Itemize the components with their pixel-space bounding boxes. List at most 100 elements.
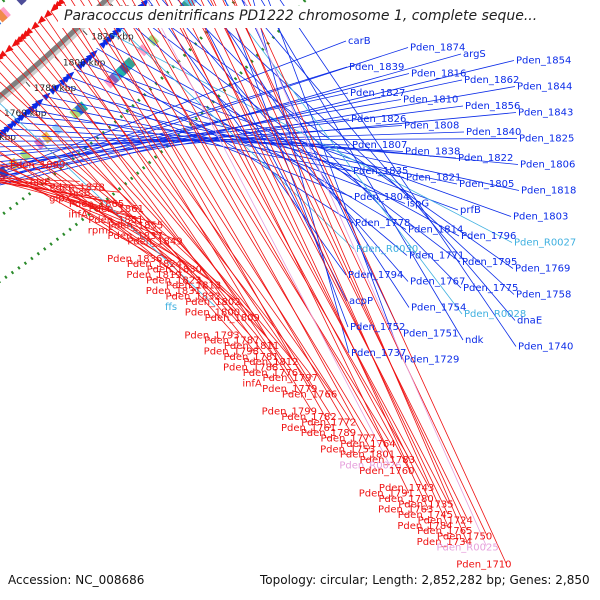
gene-label: Pden_R0025 bbox=[436, 542, 498, 553]
gene-label: Pden_1806 bbox=[520, 160, 575, 171]
leader-line bbox=[200, 0, 449, 515]
gene-label: Pden_1813 bbox=[166, 281, 221, 292]
gene-label: rpmF bbox=[88, 226, 114, 237]
gene-label: Pden_1764 bbox=[340, 439, 395, 450]
leader-line bbox=[243, 0, 487, 547]
gene-label: Pden_1794 bbox=[348, 270, 403, 281]
gene-label: Pden_1862 bbox=[464, 75, 519, 86]
forward-gene-arrow bbox=[48, 86, 58, 95]
gene-label: Pden_1778 bbox=[355, 218, 410, 229]
gene-label: Pden_R0026 bbox=[339, 460, 401, 471]
leader-line bbox=[0, 180, 120, 193]
leader-line bbox=[97, 0, 352, 433]
forward-gene-arrow bbox=[75, 62, 85, 71]
gene-label: Pden_1780 bbox=[378, 494, 433, 505]
gene-label: Pden_1837 bbox=[108, 231, 163, 242]
leader-line bbox=[21, 37, 294, 362]
gene-label: Pden_1801 bbox=[340, 450, 395, 461]
gene-label: Pden_1827 bbox=[350, 88, 405, 99]
gene-label: Pden_1799 bbox=[262, 407, 317, 418]
leader-line bbox=[0, 129, 196, 291]
gene-label: Pden_1771 bbox=[409, 251, 464, 262]
gene-label: Pden_1816 bbox=[411, 69, 466, 80]
leader-line bbox=[0, 72, 235, 335]
gene-label: Pden_1769 bbox=[515, 264, 570, 275]
genome-summary: Topology: circular; Length: 2,852,282 bp… bbox=[260, 573, 590, 587]
gene-label: ispG bbox=[407, 199, 429, 210]
label-leader-lines bbox=[0, 0, 520, 564]
gene-label: Pden_1854 bbox=[516, 56, 571, 67]
leader-line bbox=[222, 0, 468, 531]
leader-line bbox=[0, 134, 351, 146]
gene-label: Pden_1779 bbox=[262, 384, 317, 395]
leader-line bbox=[0, 105, 464, 166]
reverse-gene-arrow bbox=[43, 9, 53, 18]
leader-line bbox=[115, 0, 391, 444]
gene-label: Pden_1856 bbox=[465, 101, 520, 112]
leader-line bbox=[146, 0, 390, 465]
leader-line bbox=[125, 19, 408, 256]
cog-block-outer bbox=[72, 104, 85, 117]
leader-line bbox=[43, 95, 458, 185]
gene-label: ffs bbox=[165, 302, 177, 313]
cog-block-outer bbox=[19, 149, 32, 162]
leader-line bbox=[0, 163, 61, 167]
leader-line bbox=[51, 89, 520, 191]
gene-label: Pden_1795 bbox=[462, 257, 517, 268]
leader-line bbox=[106, 0, 371, 438]
reverse-gene-arrow bbox=[37, 15, 46, 24]
tick-label: 1800 kbp bbox=[63, 59, 106, 69]
gene-label: Pden_1724 bbox=[418, 515, 473, 526]
forward-gene-arrow bbox=[99, 40, 108, 49]
gene-label: Pden_1782 bbox=[281, 412, 336, 423]
gene-label: Pden_1802 bbox=[185, 297, 240, 308]
leader-line bbox=[0, 142, 197, 280]
cog-block-outer bbox=[113, 66, 126, 79]
leader-line bbox=[3, 53, 275, 346]
gene-label: Pden_1839 bbox=[349, 62, 404, 73]
cog-block-inner bbox=[0, 6, 11, 20]
gene-label: Pden_1832 bbox=[165, 291, 220, 302]
leader-line bbox=[88, 54, 354, 224]
gene-label: Pden_1825 bbox=[519, 134, 574, 145]
leader-line bbox=[0, 160, 178, 264]
gene-label: Pden_1861 bbox=[89, 204, 144, 215]
leader-line bbox=[44, 16, 293, 383]
leader-line bbox=[0, 151, 177, 275]
gene-label: Pden_1788 bbox=[223, 363, 278, 374]
leader-line bbox=[62, 0, 312, 411]
cog-block-outer bbox=[110, 70, 123, 83]
gene-label: dnaE bbox=[517, 316, 542, 327]
gene-label: Pden_1835 bbox=[353, 166, 408, 177]
tick-mark bbox=[25, 81, 31, 87]
gene-label: Pden_1781 bbox=[223, 352, 278, 363]
gene-label: Pden_1809 bbox=[205, 313, 260, 324]
leader-line bbox=[66, 75, 406, 204]
leader-line bbox=[80, 0, 352, 422]
gene-label: Pden_1818 bbox=[521, 186, 576, 197]
leader-line bbox=[210, 0, 468, 520]
gene-label: Pden_1776 bbox=[243, 368, 298, 379]
gene-label: Pden_1777 bbox=[321, 434, 376, 445]
gene-label: Pden_1889 bbox=[10, 160, 65, 171]
leader-line bbox=[0, 177, 139, 220]
gene-label: Pden_1772 bbox=[301, 417, 356, 428]
gene-label: Pden_1821 bbox=[406, 173, 461, 184]
leader-line bbox=[0, 109, 236, 302]
cog-block-outer bbox=[185, 0, 198, 6]
gene-label: Pden_1811 bbox=[224, 341, 279, 352]
leader-line bbox=[247, 0, 507, 564]
gene-label: Pden_1838 bbox=[405, 147, 460, 158]
chromosome-backbone bbox=[0, 0, 308, 284]
gene-label: Pden_1754 bbox=[411, 303, 466, 314]
reverse-gene-arrow bbox=[31, 21, 40, 30]
leader-line bbox=[268, 0, 403, 360]
leader-line bbox=[212, 0, 448, 525]
gene-label: Pden_1734 bbox=[417, 537, 472, 548]
reverse-gene-arrow bbox=[4, 44, 14, 53]
cog-block-outer bbox=[107, 73, 120, 86]
leader-line bbox=[88, 0, 332, 428]
